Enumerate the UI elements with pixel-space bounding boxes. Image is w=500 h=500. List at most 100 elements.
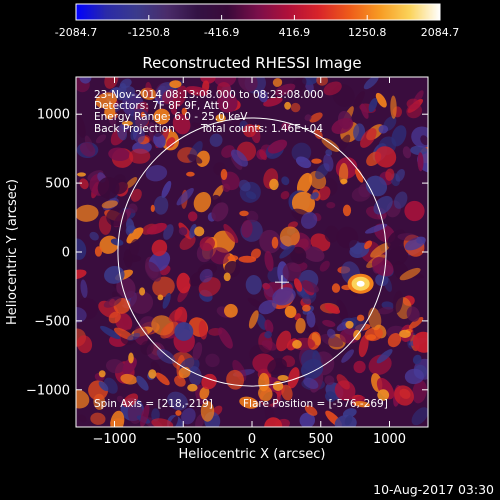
heatmap-cell bbox=[374, 146, 397, 168]
heatmap-cell bbox=[209, 247, 231, 265]
heatmap-cell bbox=[293, 278, 303, 292]
heatmap-cell bbox=[169, 80, 182, 89]
heatmap-cell bbox=[199, 268, 213, 283]
heatmap-cell bbox=[130, 188, 142, 202]
heatmap-cell bbox=[193, 191, 212, 213]
heatmap-cell bbox=[103, 296, 122, 308]
heatmap-cell bbox=[356, 314, 365, 322]
heatmap-cell bbox=[310, 233, 331, 252]
heatmap-cell bbox=[98, 381, 109, 391]
heatmap-cell bbox=[174, 322, 194, 341]
bright-source-core bbox=[356, 280, 365, 287]
heatmap-cell bbox=[258, 372, 270, 392]
heatmap-cell bbox=[211, 202, 229, 222]
heatmap-cell bbox=[200, 400, 215, 422]
heatmap-cell bbox=[195, 413, 205, 427]
energy-range-text: Energy Range: 6.0 - 25.0 keV bbox=[94, 111, 248, 123]
heatmap-cell bbox=[161, 180, 172, 198]
heatmap-cell bbox=[168, 308, 183, 322]
heatmap-cell bbox=[136, 375, 149, 391]
heatmap-cell bbox=[148, 369, 157, 379]
heatmap-cell bbox=[284, 305, 297, 318]
y-tick-label: 500 bbox=[45, 177, 70, 192]
heatmap-cell bbox=[402, 146, 412, 159]
heatmap-cell bbox=[76, 204, 99, 222]
heatmap-cell bbox=[238, 179, 251, 192]
heatmap-cell bbox=[279, 226, 300, 247]
heatmap-cell bbox=[242, 124, 257, 138]
heatmap-cell bbox=[284, 101, 291, 110]
y-axis-ticks: −1000 −500 0 500 1000 bbox=[26, 108, 428, 398]
heatmap-cell bbox=[406, 98, 420, 110]
heatmap-cell bbox=[77, 172, 86, 177]
heatmap-cell bbox=[181, 407, 196, 425]
heatmap-cell bbox=[108, 147, 130, 162]
heatmap-cell bbox=[239, 396, 259, 409]
spin-axis-text: Spin Axis = [218,-219] bbox=[94, 398, 213, 410]
heatmap-cell bbox=[100, 325, 121, 340]
heatmap-cell bbox=[325, 391, 337, 402]
x-tick-label: 500 bbox=[308, 432, 333, 447]
heatmap-cell bbox=[408, 316, 424, 330]
heatmap-cell bbox=[373, 195, 393, 215]
heatmap-cell bbox=[417, 152, 424, 172]
heatmap-cell bbox=[397, 233, 418, 241]
heatmap-cell bbox=[311, 158, 322, 164]
colorbar-tick-label: 2084.7 bbox=[421, 26, 460, 39]
heatmap-cell bbox=[318, 186, 331, 201]
heatmap-cell bbox=[127, 333, 141, 341]
heatmap-cell bbox=[126, 218, 135, 234]
heatmap-cell bbox=[121, 120, 133, 126]
heatmap-cell bbox=[116, 395, 124, 403]
heatmap-cell bbox=[336, 226, 359, 249]
heatmap-cell bbox=[300, 280, 319, 293]
heatmap-cell bbox=[145, 81, 153, 98]
heatmap-cell bbox=[304, 114, 312, 121]
heatmap-cell bbox=[105, 359, 125, 374]
heatmap-cell bbox=[264, 331, 272, 339]
heatmap-cell bbox=[341, 349, 354, 363]
heatmap-cell bbox=[128, 148, 151, 164]
heatmap-cell bbox=[238, 255, 257, 263]
heatmap-cell bbox=[175, 410, 182, 416]
heatmap-cell bbox=[80, 279, 88, 298]
heatmap-cell bbox=[189, 223, 197, 239]
heatmap-cell bbox=[410, 145, 428, 156]
heatmap-cell bbox=[331, 283, 341, 293]
heatmap-cell bbox=[140, 111, 145, 118]
heatmap-cell bbox=[404, 368, 424, 385]
heatmap-cell bbox=[128, 352, 134, 364]
heatmap-cell bbox=[205, 353, 220, 368]
heatmap-cell bbox=[269, 178, 279, 191]
heatmap-cell bbox=[250, 248, 261, 259]
x-tick-label: 0 bbox=[248, 432, 256, 447]
heatmap-cell bbox=[162, 292, 171, 309]
heatmap-cell bbox=[324, 375, 335, 386]
heatmap-cell bbox=[336, 374, 350, 390]
heatmap-cell bbox=[76, 238, 87, 260]
heatmap-cell bbox=[166, 137, 176, 149]
heatmap-cell bbox=[122, 357, 137, 375]
heatmap-cell bbox=[104, 104, 116, 120]
y-tick-label: −1000 bbox=[26, 383, 70, 398]
heatmap-cell bbox=[76, 114, 86, 138]
heatmap-cell bbox=[334, 380, 356, 401]
heatmap-cell bbox=[259, 149, 267, 161]
heatmap-cell bbox=[262, 282, 271, 290]
heatmap-cell bbox=[309, 112, 323, 123]
heatmap-cell bbox=[321, 137, 340, 152]
heatmap-cell bbox=[187, 154, 203, 164]
heatmap-cell bbox=[387, 333, 402, 348]
heatmap-cell bbox=[178, 227, 188, 236]
heatmap-cell bbox=[394, 385, 414, 406]
heatmap-cell bbox=[181, 107, 187, 116]
heatmap-cell bbox=[101, 200, 118, 209]
heatmap-cell bbox=[392, 290, 403, 314]
heatmap-cell bbox=[217, 92, 238, 113]
heatmap-cell bbox=[223, 223, 239, 244]
heatmap-cell bbox=[368, 97, 378, 113]
heatmap-cell bbox=[222, 183, 231, 192]
y-tick-label: −500 bbox=[34, 314, 70, 329]
heatmap-cell bbox=[326, 201, 336, 209]
